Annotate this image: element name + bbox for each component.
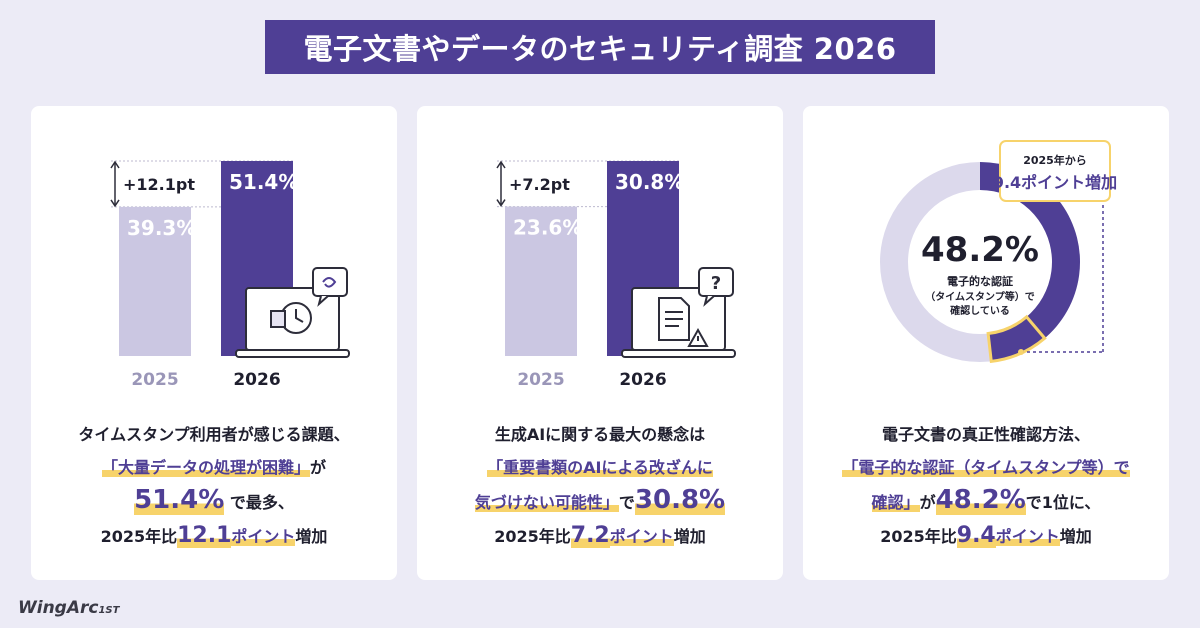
donut-slice-increase bbox=[986, 314, 1047, 364]
desc-quote: 「重要書類のAIによる改ざんに bbox=[487, 458, 713, 477]
desc-big-value: 30.8% bbox=[634, 485, 726, 515]
desc-text: で1位に、 bbox=[1025, 493, 1101, 512]
desc-big-value: 51.4% bbox=[134, 485, 225, 515]
desc-text: 増加 bbox=[295, 527, 328, 546]
desc-text: 2025年比 bbox=[100, 527, 178, 546]
timestamp-illustration-icon bbox=[235, 267, 350, 358]
logo-text: WingArc bbox=[18, 598, 99, 618]
callout-main-text: 9.4ポイント増加 bbox=[993, 173, 1117, 192]
callout-box bbox=[999, 140, 1111, 202]
desc-unit: ポイント bbox=[995, 527, 1060, 546]
desc-text: が bbox=[919, 493, 936, 512]
bar-2025 bbox=[505, 206, 577, 356]
page-title: 電子文書やデータのセキュリティ調査 2026 bbox=[265, 20, 935, 74]
category-label: 2026 bbox=[619, 370, 666, 390]
card-ai-concern: 23.6% 2025 30.8% 2026 +7.2pt ? 生成AIに関する最大の懸念… bbox=[417, 106, 783, 580]
desc-text: 増加 bbox=[1059, 527, 1092, 546]
center-value: 48.2% bbox=[921, 230, 1039, 270]
bar-value-label: 51.4% bbox=[229, 170, 298, 194]
bar-value-label: 30.8% bbox=[615, 170, 684, 194]
desc-text: で最多、 bbox=[229, 493, 294, 512]
arrow-head-up bbox=[110, 160, 120, 169]
card-authenticity-method: 2025年から 9.4ポイント増加 48.2% 電子的な認証 （タイムスタンプ等… bbox=[803, 106, 1169, 580]
desc-unit: ポイント bbox=[231, 527, 296, 546]
desc-quote: 確認」 bbox=[871, 493, 920, 512]
desc-text: で bbox=[618, 493, 635, 512]
card-timestamp-issue: 39.3% 2025 51.4% 2026 +12.1pt タイムスタンプ利用者が感じる… bbox=[31, 106, 397, 580]
arrow-head-down bbox=[496, 199, 506, 207]
desc-quote: 「電子的な認証（タイムスタンプ等）で bbox=[842, 458, 1130, 477]
svg-text:?: ? bbox=[711, 273, 721, 294]
donut-chart-authenticity: 2025年から 9.4ポイント増加 48.2% 電子的な認証 （タイムスタンプ等… bbox=[880, 140, 1117, 364]
donut-slice-value bbox=[980, 162, 1080, 362]
logo-suffix: 1ST bbox=[98, 605, 120, 616]
document-warning-icon: ? bbox=[621, 267, 736, 358]
arrow-head-down bbox=[110, 199, 120, 208]
desc-text: 増加 bbox=[673, 527, 706, 546]
desc-quote: 「大量データの処理が困難」 bbox=[101, 458, 310, 477]
bar-2025 bbox=[119, 206, 191, 356]
desc-line: タイムスタンプ利用者が感じる課題、 bbox=[78, 425, 350, 444]
callout-top-text: 2025年から bbox=[1023, 153, 1087, 167]
bar-chart-ai-concern: 23.6% 2025 30.8% 2026 +7.2pt ? bbox=[496, 160, 736, 390]
callout-dot bbox=[1018, 349, 1024, 355]
desc-unit: ポイント bbox=[609, 527, 674, 546]
desc-text: 2025年比 bbox=[494, 527, 571, 546]
bar-chart-timestamp: 39.3% 2025 51.4% 2026 +12.1pt bbox=[110, 160, 350, 390]
center-label: 電子的な認証 bbox=[947, 274, 1013, 288]
category-label: 2025 bbox=[131, 370, 178, 390]
difference-label: +7.2pt bbox=[509, 175, 570, 194]
center-label: （タイムスタンプ等）で bbox=[925, 290, 1035, 303]
arrow-head-up bbox=[496, 160, 506, 169]
desc-text: 2025年比 bbox=[880, 527, 957, 546]
bar-value-label: 23.6% bbox=[513, 216, 582, 240]
card-description: タイムスタンプ利用者が感じる課題、 「大量データの処理が困難」が 51.4% で… bbox=[31, 418, 397, 553]
difference-label: +12.1pt bbox=[123, 175, 195, 194]
desc-number: 12.1 bbox=[177, 523, 232, 548]
card-description: 電子文書の真正性確認方法、 「電子的な認証（タイムスタンプ等）で 確認」が48.… bbox=[803, 418, 1169, 553]
card-description: 生成AIに関する最大の懸念は 「重要書類のAIによる改ざんに 気づけない可能性」… bbox=[417, 418, 783, 553]
desc-line: 電子文書の真正性確認方法、 bbox=[881, 425, 1090, 444]
desc-line: 生成AIに関する最大の懸念は bbox=[494, 425, 706, 444]
desc-quote: 気づけない可能性」 bbox=[474, 493, 619, 512]
center-label: 確認している bbox=[950, 304, 1010, 317]
desc-text: が bbox=[310, 458, 327, 477]
desc-big-value: 48.2% bbox=[935, 485, 1026, 515]
desc-number: 7.2 bbox=[570, 523, 610, 548]
desc-number: 9.4 bbox=[956, 523, 996, 548]
wingarc-logo: WingArc1ST bbox=[18, 598, 119, 618]
category-label: 2025 bbox=[517, 370, 564, 390]
category-label: 2026 bbox=[233, 370, 280, 390]
bar-value-label: 39.3% bbox=[127, 216, 196, 240]
